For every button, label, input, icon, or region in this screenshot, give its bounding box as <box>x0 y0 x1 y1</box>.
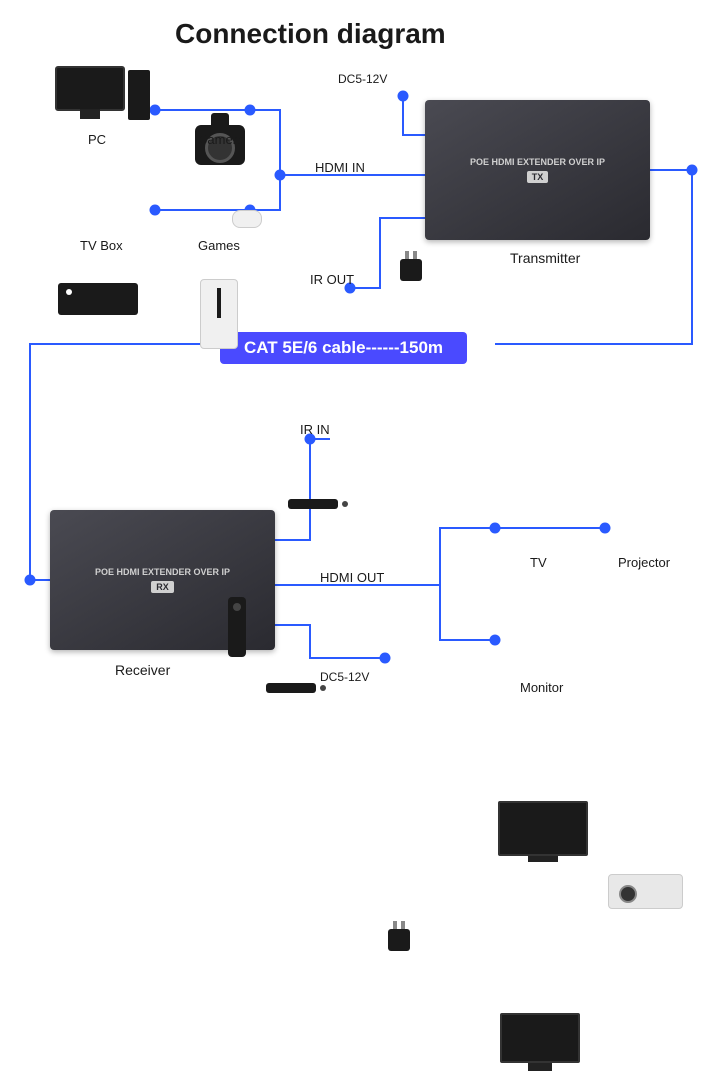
label-monitor: Monitor <box>520 680 563 695</box>
label-tvbox: TV Box <box>80 238 123 253</box>
label-hdmi-out: HDMI OUT <box>320 570 384 585</box>
label-receiver: Receiver <box>115 662 170 678</box>
extender-tx-title: POE HDMI EXTENDER OVER IP <box>470 157 605 167</box>
monitor-icon <box>500 1013 580 1063</box>
label-dc-bot: DC5-12V <box>320 670 369 684</box>
projector-icon <box>608 874 683 909</box>
pc-tower-icon <box>128 70 150 120</box>
remote-icon <box>228 597 246 657</box>
ir-in-icon <box>266 683 316 693</box>
label-camera: Camera <box>198 132 244 147</box>
ir-out-icon <box>288 499 338 509</box>
label-ir-out: IR OUT <box>310 272 354 287</box>
label-transmitter: Transmitter <box>510 250 580 266</box>
label-hdmi-in: HDMI IN <box>315 160 365 175</box>
controller-icon <box>232 210 262 228</box>
console-icon <box>200 279 238 349</box>
extender-rx-title: POE HDMI EXTENDER OVER IP <box>95 567 230 577</box>
label-tv: TV <box>530 555 547 570</box>
cable-banner: CAT 5E/6 cable------150m <box>220 332 467 364</box>
page-title: Connection diagram <box>175 18 446 50</box>
power-plug-top-icon <box>400 259 422 281</box>
extender-tx: POE HDMI EXTENDER OVER IP TX <box>425 100 650 240</box>
extender-rx-badge: RX <box>151 581 174 593</box>
label-ir-in: IR IN <box>300 422 330 437</box>
pc-icon <box>55 66 125 111</box>
label-dc-top: DC5-12V <box>338 72 387 86</box>
tvbox-icon <box>58 283 138 315</box>
tv-icon <box>498 801 588 856</box>
label-projector: Projector <box>618 555 670 570</box>
label-games: Games <box>198 238 240 253</box>
label-pc: PC <box>88 132 106 147</box>
power-plug-bot-icon <box>388 929 410 951</box>
extender-tx-badge: TX <box>527 171 549 183</box>
